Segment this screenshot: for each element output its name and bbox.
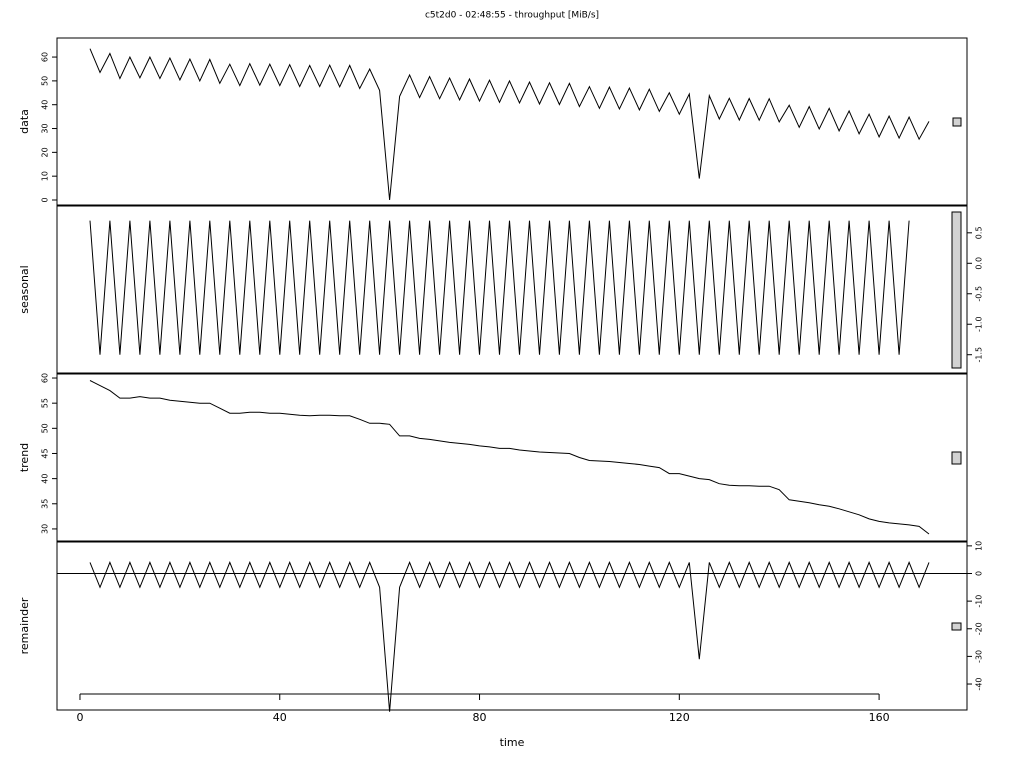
y-tick-label: 60: [41, 52, 50, 62]
panel-frame: [56, 205, 968, 374]
scale-bar: [951, 211, 962, 369]
series-line: [89, 380, 930, 535]
y-tick-label: 0.5: [975, 226, 984, 239]
y-tick-label: 0.0: [975, 257, 984, 270]
y-tick-label: 45: [41, 448, 50, 458]
y-tick-label: 40: [41, 100, 50, 110]
panel-frame: [56, 373, 968, 542]
y-axis-label: remainder: [18, 597, 31, 654]
series-line: [89, 48, 930, 201]
x-axis-label: time: [500, 736, 525, 749]
y-tick-label: 30: [41, 524, 50, 534]
y-axis-label: trend: [18, 443, 31, 472]
series-line: [89, 561, 930, 712]
scale-bar: [951, 451, 962, 465]
y-tick-label: -40: [975, 677, 984, 690]
x-tick-label: 0: [76, 711, 83, 724]
y-axis-label: data: [18, 109, 31, 134]
y-tick-label: 40: [41, 474, 50, 484]
scale-bar: [951, 622, 962, 631]
y-tick-label: 10: [975, 541, 984, 551]
y-tick-label: 55: [41, 398, 50, 408]
x-tick-label: 80: [473, 711, 487, 724]
y-tick-label: 0: [975, 571, 984, 576]
x-tick-label: 40: [273, 711, 287, 724]
y-tick-label: 50: [41, 76, 50, 86]
y-tick-label: 50: [41, 423, 50, 433]
y-tick-label: -1.0: [975, 316, 984, 332]
panel-frame: [56, 541, 968, 711]
y-tick-label: -10: [975, 595, 984, 608]
panel-frame: [56, 37, 968, 206]
y-tick-label: -20: [975, 622, 984, 635]
y-tick-label: 35: [41, 499, 50, 509]
y-tick-label: -30: [975, 650, 984, 663]
y-axis-label: seasonal: [18, 265, 31, 313]
y-tick-label: -1.5: [975, 347, 984, 363]
scale-bar: [952, 117, 962, 127]
y-tick-label: 60: [41, 373, 50, 383]
y-tick-label: 30: [41, 123, 50, 133]
series-line: [89, 220, 910, 355]
x-tick-label: 160: [869, 711, 890, 724]
x-tick-label: 120: [669, 711, 690, 724]
chart-title: c5t2d0 - 02:48:55 - throughput [MiB/s]: [425, 11, 599, 21]
y-tick-label: 10: [41, 171, 50, 181]
y-tick-label: 0: [41, 197, 50, 202]
y-tick-label: 20: [41, 147, 50, 157]
y-tick-label: -0.5: [975, 286, 984, 302]
